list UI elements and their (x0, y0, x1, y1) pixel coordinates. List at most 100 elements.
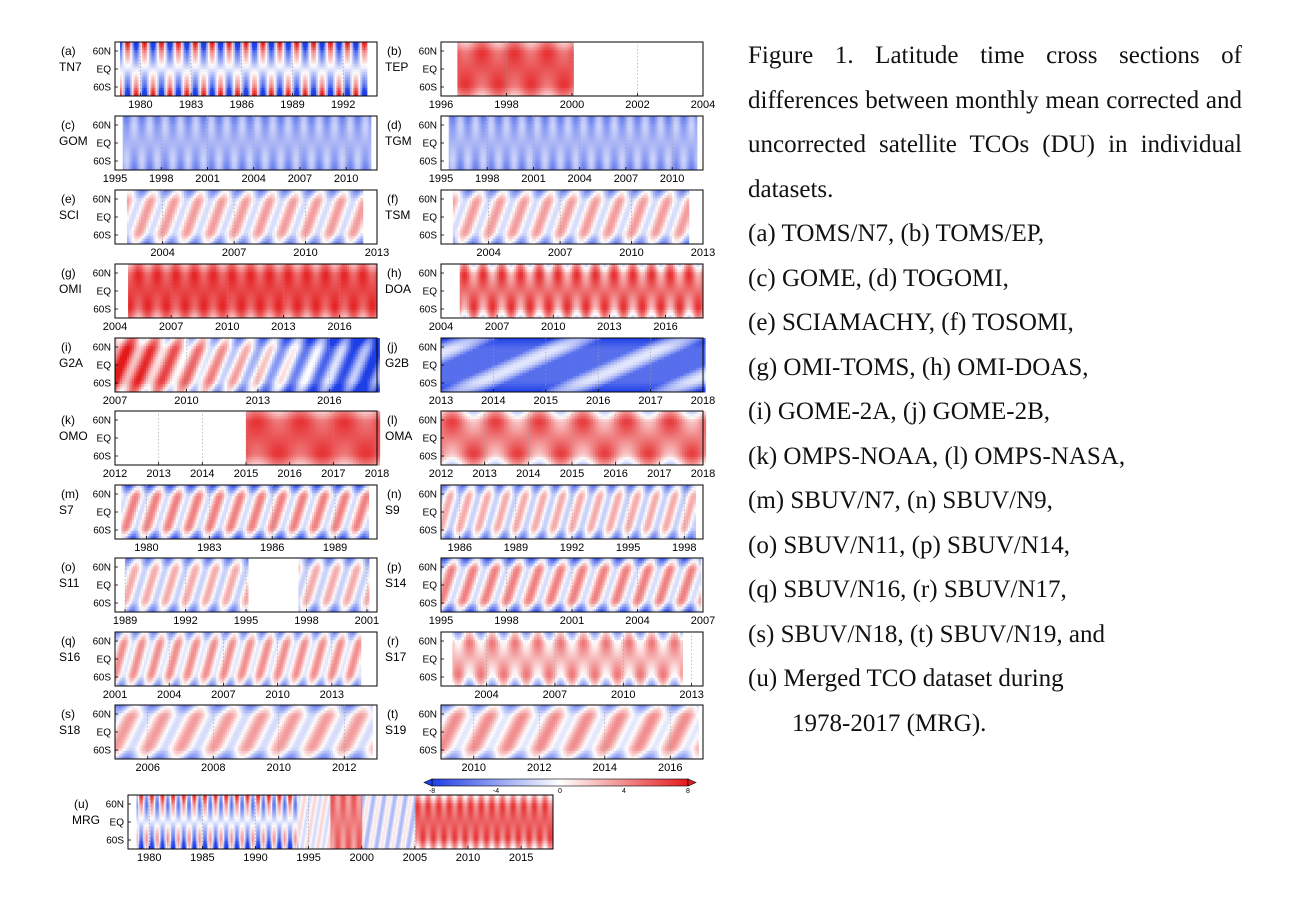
heatmap-cell (160, 79, 163, 83)
heatmap-cell (226, 63, 229, 67)
heatmap-cell (218, 85, 221, 89)
heatmap-cell (196, 90, 199, 94)
heatmap-cell (270, 58, 273, 62)
heatmap-cell (165, 66, 168, 70)
heatmap-cell (199, 44, 202, 48)
heatmap-cell (202, 44, 206, 48)
heatmap-cell (133, 87, 136, 92)
heatmap-cell (162, 52, 165, 56)
heatmap-cell (162, 90, 165, 94)
heatmap-cell (138, 55, 141, 59)
heatmap-cell (135, 85, 138, 89)
heatmap-cell (162, 55, 165, 59)
heatmap-cell (231, 87, 234, 92)
heatmap-cell (260, 60, 263, 65)
heatmap-cell (275, 93, 278, 97)
heatmap-cell (211, 69, 214, 73)
heatmap-cell (204, 63, 207, 67)
heatmap-cell (152, 55, 155, 59)
heatmap-cell (241, 90, 244, 94)
heatmap-cell (226, 90, 229, 94)
heatmap-cell (211, 42, 214, 46)
heatmap-cell (199, 85, 202, 89)
heatmap-cell (268, 47, 272, 51)
heatmap-cell (126, 93, 130, 97)
heatmap-cell (177, 60, 180, 65)
heatmap-cell (140, 52, 143, 56)
heatmap-cell (167, 66, 170, 70)
heatmap-cell (131, 60, 135, 65)
heatmap-cell (280, 85, 283, 89)
heatmap-cell (191, 87, 194, 92)
heatmap-cell (197, 77, 201, 81)
heatmap-cell (268, 63, 272, 67)
heatmap-cell (277, 66, 280, 70)
heatmap-cell (223, 52, 226, 56)
heatmap-cell (182, 93, 185, 97)
heatmap-cell (245, 58, 248, 62)
heatmap-cell (191, 63, 194, 67)
heatmap-cell (235, 55, 238, 59)
heatmap-cell (209, 87, 212, 92)
heatmap-cell (246, 71, 250, 75)
heatmap-cell (263, 85, 266, 89)
heatmap-cell (125, 90, 128, 94)
heatmap-cell (182, 69, 185, 73)
heatmap-cell (256, 47, 260, 51)
heatmap-cell (179, 82, 182, 86)
heatmap-cell (250, 55, 253, 59)
heatmap-cell (194, 85, 197, 89)
heatmap-cell (229, 44, 233, 48)
heatmap-cell (236, 52, 239, 56)
heatmap-cell (248, 63, 251, 67)
heatmap-cell (191, 44, 194, 48)
heatmap-cell (143, 47, 146, 51)
heatmap-cell (201, 58, 204, 62)
heatmap-cell (150, 66, 153, 70)
heatmap-cell (175, 55, 179, 59)
heatmap-cell (250, 44, 253, 48)
heatmap-cell (167, 63, 170, 67)
heatmap-cell (128, 85, 131, 89)
heatmap-cell (248, 87, 251, 92)
heatmap-cell (189, 93, 192, 97)
heatmap-cell (192, 71, 195, 75)
heatmap-cell (224, 60, 228, 65)
heatmap-cell (275, 50, 278, 54)
heatmap-cell (145, 77, 148, 81)
heatmap-cell (196, 44, 199, 48)
heatmap-cell (138, 87, 141, 92)
heatmap-cell (194, 60, 197, 65)
heatmap-cell (268, 69, 272, 73)
heatmap-cell (273, 47, 277, 51)
heatmap-cell (267, 90, 270, 94)
heatmap-cell (172, 50, 175, 54)
heatmap-cell (167, 71, 170, 75)
heatmap-cell (126, 58, 130, 62)
heatmap-cell (179, 52, 182, 56)
heatmap-cell (164, 52, 167, 56)
heatmap-cell (138, 60, 141, 65)
heatmap-cell (158, 52, 162, 56)
heatmap-cell (250, 90, 253, 94)
heatmap-cell (196, 60, 199, 65)
heatmap-cell (152, 77, 155, 81)
heatmap-cell (189, 42, 192, 46)
heatmap-cell (123, 52, 126, 56)
heatmap-cell (162, 63, 165, 67)
heatmap-cell (182, 42, 185, 46)
heatmap-cell (165, 69, 168, 73)
heatmap-cell (253, 71, 256, 75)
heatmap-cell (256, 87, 260, 92)
heatmap-cell (236, 47, 239, 51)
heatmap-cell (218, 87, 221, 92)
heatmap-cell (209, 42, 212, 46)
heatmap-cell (228, 66, 231, 70)
heatmap-cell (250, 77, 253, 81)
heatmap-cell (172, 69, 175, 73)
heatmap-cell (204, 93, 207, 97)
heatmap-cell (240, 82, 243, 86)
heatmap-cell (280, 58, 283, 62)
heatmap-cell (270, 42, 273, 46)
heatmap-cell (229, 87, 233, 92)
